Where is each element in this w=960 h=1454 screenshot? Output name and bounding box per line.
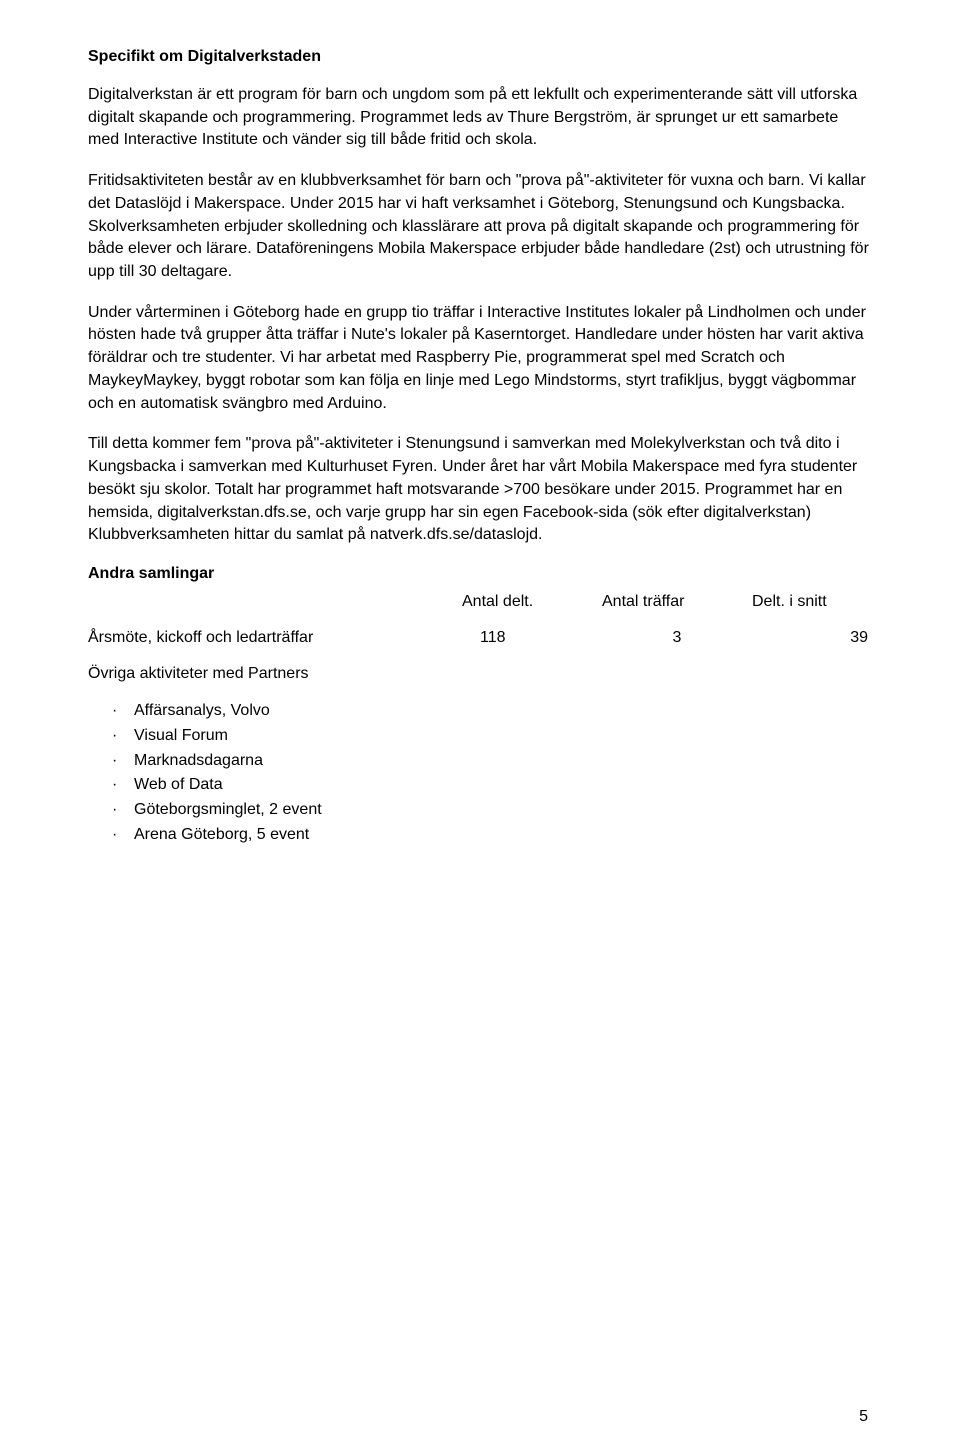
table-header-antal-delt: Antal delt.	[462, 593, 602, 611]
stats-table: Antal delt. Antal träffar Delt. i snitt …	[88, 593, 872, 647]
table-value-2: 3	[602, 629, 752, 647]
page-number: 5	[859, 1408, 868, 1426]
list-item: Affärsanalys, Volvo	[112, 699, 872, 724]
list-item: Arena Göteborg, 5 event	[112, 823, 872, 848]
table-header-delt-i-snitt: Delt. i snitt	[752, 593, 872, 611]
list-item: Web of Data	[112, 773, 872, 798]
list-item: Marknadsdagarna	[112, 749, 872, 774]
table-header-antal-traffar: Antal träffar	[602, 593, 752, 611]
table-value-1: 118	[462, 629, 602, 647]
table-header-empty	[88, 593, 462, 611]
paragraph-4: Till detta kommer fem "prova på"-aktivit…	[88, 433, 872, 547]
table-value-3: 39	[752, 629, 872, 647]
list-item: Visual Forum	[112, 724, 872, 749]
list-item: Göteborgsminglet, 2 event	[112, 798, 872, 823]
section-heading: Specifikt om Digitalverkstaden	[88, 48, 872, 66]
table-row-label: Årsmöte, kickoff och ledarträffar	[88, 629, 462, 647]
paragraph-2: Fritidsaktiviteten består av en klubbver…	[88, 170, 872, 284]
table-header-row: Antal delt. Antal träffar Delt. i snitt	[88, 593, 872, 611]
list-heading-ovriga: Övriga aktiviteter med Partners	[88, 665, 872, 683]
table-row: Årsmöte, kickoff och ledarträffar 118 3 …	[88, 629, 872, 647]
paragraph-1: Digitalverkstan är ett program för barn …	[88, 84, 872, 152]
subheading-andra-samlingar: Andra samlingar	[88, 565, 872, 583]
bullet-list: Affärsanalys, Volvo Visual Forum Marknad…	[88, 699, 872, 848]
paragraph-3: Under vårterminen i Göteborg hade en gru…	[88, 302, 872, 416]
